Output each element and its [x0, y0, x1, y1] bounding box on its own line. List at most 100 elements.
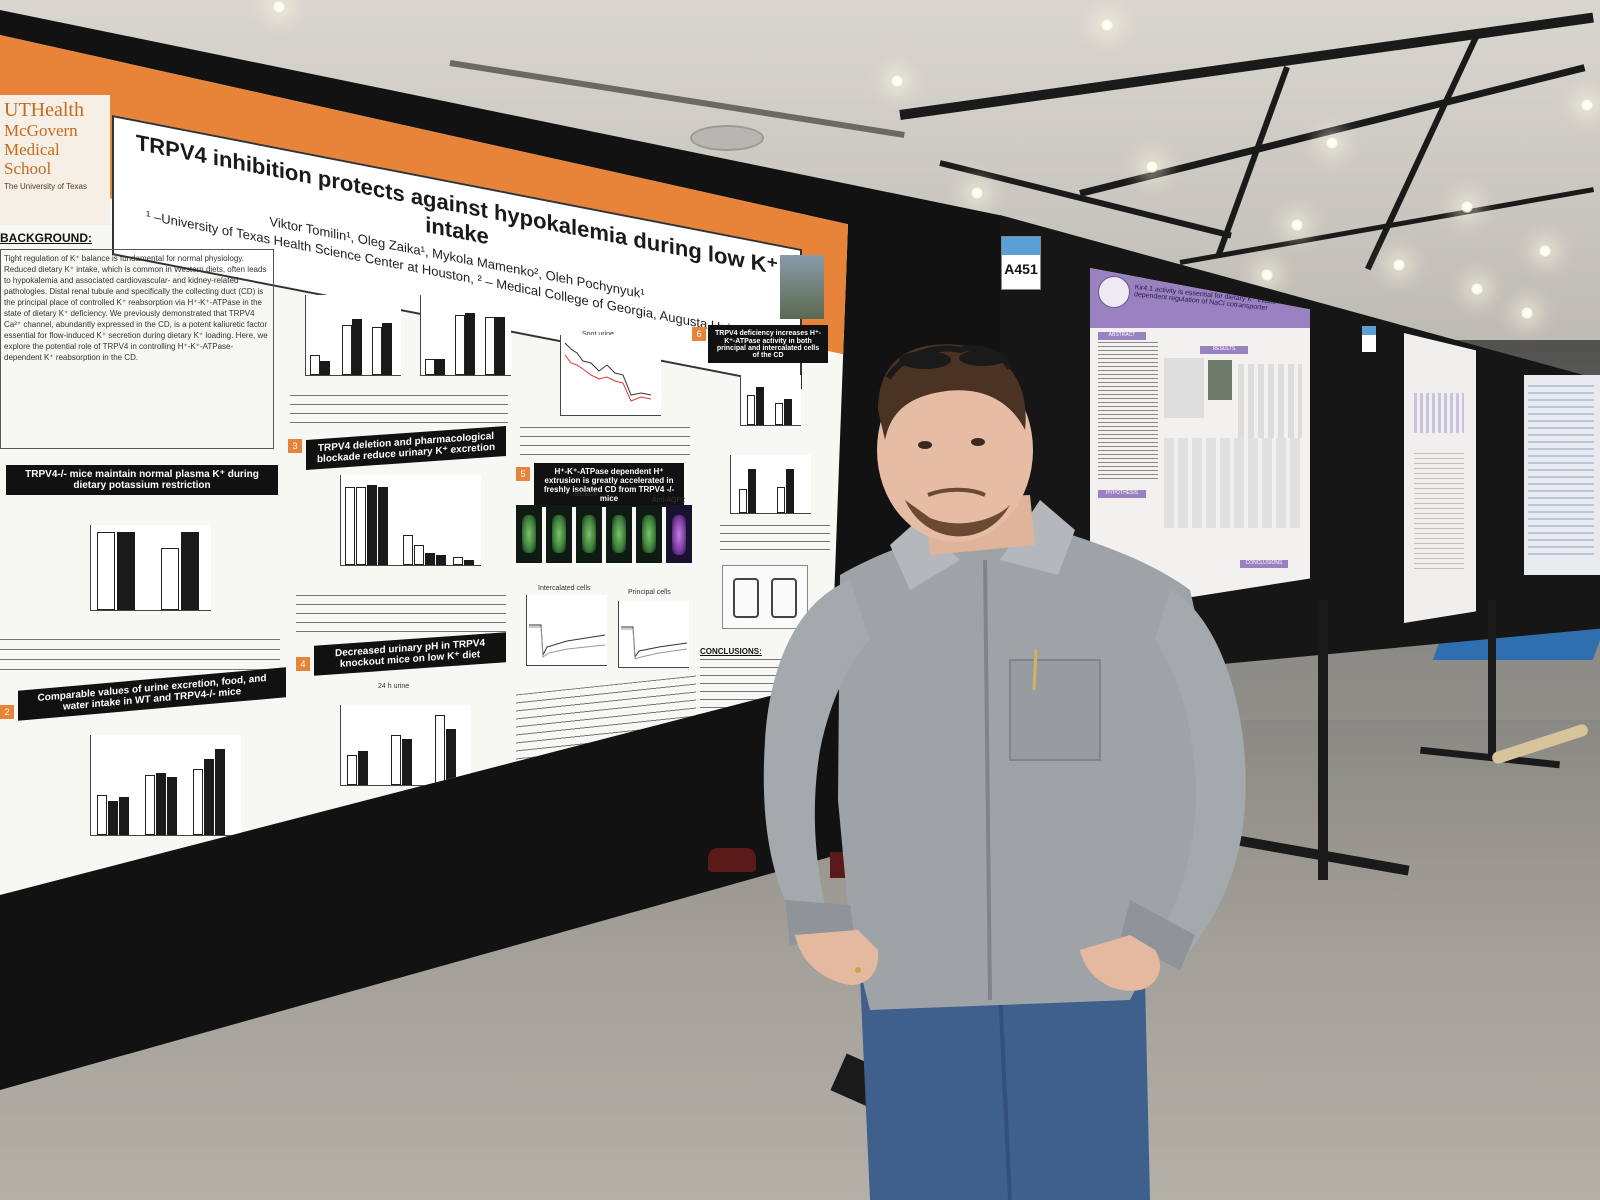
- right-poster-abstract-text: [1098, 342, 1158, 482]
- institution-logo: UTHealth McGovern Medical School The Uni…: [0, 95, 110, 225]
- label-intercalated-cells: Intercalated cells: [538, 585, 591, 592]
- bcecf-micrograph: [576, 505, 602, 563]
- section1-caption: [0, 639, 280, 673]
- chart-bar: [446, 729, 456, 785]
- section6-heading: TRPV4 deficiency increases H⁺-K⁺-ATPase …: [708, 325, 828, 363]
- background-text: Tight regulation of K⁺ balance is fundam…: [0, 249, 274, 449]
- hand-right: [1080, 935, 1160, 991]
- chart-bar: [425, 359, 435, 375]
- urine-flow-chart: [90, 735, 241, 836]
- chart-bar: [145, 775, 155, 835]
- chart-bar: [161, 548, 179, 610]
- chart-bar: [347, 755, 357, 785]
- ceiling-light: [1470, 282, 1484, 296]
- right-poster-hypothesis-heading: HYPOTHESIS: [1098, 490, 1146, 498]
- distant-poster-figure: [1414, 393, 1464, 433]
- chart-bar: [382, 323, 392, 375]
- chart-bar: [747, 395, 755, 425]
- chart-bar: [167, 777, 177, 835]
- chart-bar: [358, 751, 368, 785]
- ceiling-light: [272, 0, 286, 14]
- bcecf-micrograph: [636, 505, 662, 563]
- chart-bar: [485, 317, 495, 375]
- section-number: 5: [516, 467, 530, 481]
- ceiling-light: [1460, 200, 1474, 214]
- eye-right: [971, 438, 985, 446]
- section-number: 4: [296, 657, 310, 671]
- trace-lines: [621, 626, 688, 660]
- chart-bar: [748, 469, 756, 513]
- chart-bar: [181, 532, 199, 610]
- ceiling-light: [1145, 160, 1159, 174]
- chart-bar: [367, 485, 377, 565]
- conclusions-heading: CONCLUSIONS:: [700, 647, 762, 656]
- chart-bar: [342, 325, 352, 375]
- ceiling-light: [1538, 244, 1552, 258]
- board-stand-leg: [1318, 600, 1328, 880]
- right-poster-micrograph: [1208, 360, 1232, 400]
- aqp2-stain: [672, 515, 686, 555]
- hand-left: [795, 930, 879, 985]
- ceiling-light: [1520, 306, 1534, 320]
- logo-text-2: McGovern: [4, 121, 78, 140]
- section1-heading: TRPV4-/- mice maintain normal plasma K⁺ …: [6, 465, 278, 495]
- chart-bar: [784, 399, 792, 425]
- logo-text-3: Medical School: [4, 140, 60, 178]
- plasma-k-chart: [90, 525, 211, 611]
- chart-bar: [453, 557, 463, 565]
- cell-diagram-cell: [771, 578, 797, 618]
- cell-diagram: [722, 565, 808, 629]
- pen-icon: [1032, 649, 1038, 691]
- board-number: A451: [1004, 261, 1038, 277]
- distant-poster: [1404, 333, 1476, 623]
- right-poster-figure: [1164, 438, 1304, 528]
- intercalated-ph-trace: [526, 595, 607, 666]
- jeans-seam: [998, 989, 1012, 1200]
- shirt-cuff-right: [1120, 900, 1195, 970]
- atpase-chart: [740, 375, 801, 426]
- section2-caption: [290, 395, 508, 423]
- urinary-k-chart: [340, 475, 481, 566]
- right-poster-abstract-heading: ABSTRACT: [1098, 332, 1146, 340]
- mustache: [927, 487, 986, 497]
- chart-bar: [119, 797, 129, 835]
- logo-text-4: The University of Texas: [4, 182, 87, 191]
- label-bcecf: BCECF: [575, 491, 599, 498]
- chart-bar: [786, 469, 794, 513]
- sunglasses-lens: [959, 350, 1007, 366]
- bcecf-micrograph: [606, 505, 632, 563]
- building-photo: [780, 255, 824, 319]
- sunglasses-lens: [899, 351, 951, 369]
- chart-bar: [320, 361, 330, 375]
- chart-bar: [465, 313, 475, 375]
- shirt-sleeve-left: [763, 580, 870, 930]
- distant-poster: [1524, 375, 1600, 575]
- section-number: 3: [288, 439, 302, 453]
- chart-bar: [117, 532, 135, 610]
- ceiling-light: [1392, 258, 1406, 272]
- chart-bar: [352, 319, 362, 375]
- chart-bar: [193, 769, 203, 835]
- chart-bar: [425, 553, 435, 565]
- atpase-chart-2: [730, 455, 811, 514]
- spot-urine-lines: [564, 342, 652, 402]
- section-number: 6: [692, 327, 706, 341]
- chart-bar: [356, 487, 366, 565]
- chart-bar: [756, 387, 764, 425]
- label-spot-urine: Spot urine: [582, 331, 614, 338]
- spot-urine-caption: [520, 427, 690, 461]
- cell-diagram-cell: [733, 578, 759, 618]
- section6-caption: [720, 525, 830, 555]
- eye-left: [918, 441, 932, 449]
- chart-bar: [215, 749, 225, 835]
- chart-bar: [777, 487, 785, 513]
- principal-ph-trace: [618, 601, 689, 668]
- board-tag-header: [1002, 237, 1040, 255]
- chart-bar: [204, 759, 214, 835]
- chart-bar: [414, 545, 424, 565]
- chart-bar: [739, 489, 747, 513]
- right-poster-figure: [1238, 364, 1302, 444]
